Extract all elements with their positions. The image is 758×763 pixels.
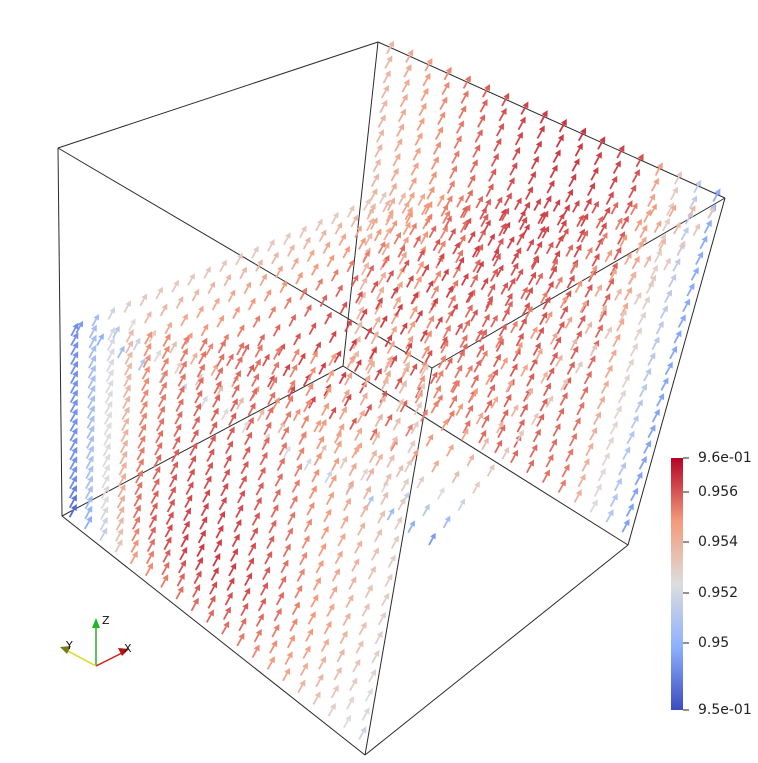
x-axis-line xyxy=(95,651,125,667)
colorbar-gradient xyxy=(671,458,683,710)
colorbar-tick-label: 0.95 xyxy=(698,635,730,651)
z-axis-label: Z xyxy=(102,614,110,627)
colorbar-min-label: 9.5e-01 xyxy=(698,702,752,718)
vector-glyphs xyxy=(68,40,721,740)
bounding-box-outline xyxy=(57,41,726,756)
colorbar-tick-label: 0.954 xyxy=(698,534,739,550)
colorbar-tick-label: 0.952 xyxy=(698,585,739,601)
y-axis-arrow-icon xyxy=(60,646,71,654)
z-axis-arrow-icon xyxy=(92,618,100,628)
x-axis-arrow-icon xyxy=(118,648,129,656)
y-axis-label: Y xyxy=(65,639,73,652)
colorbar-tick-label: 0.956 xyxy=(698,484,739,500)
x-axis-label: X xyxy=(124,642,132,655)
y-axis-line xyxy=(65,649,97,667)
colorbar-max-label: 9.6e-01 xyxy=(698,450,752,466)
orientation-axes: Z X Y xyxy=(60,614,132,667)
color-legend-bar xyxy=(671,457,689,711)
